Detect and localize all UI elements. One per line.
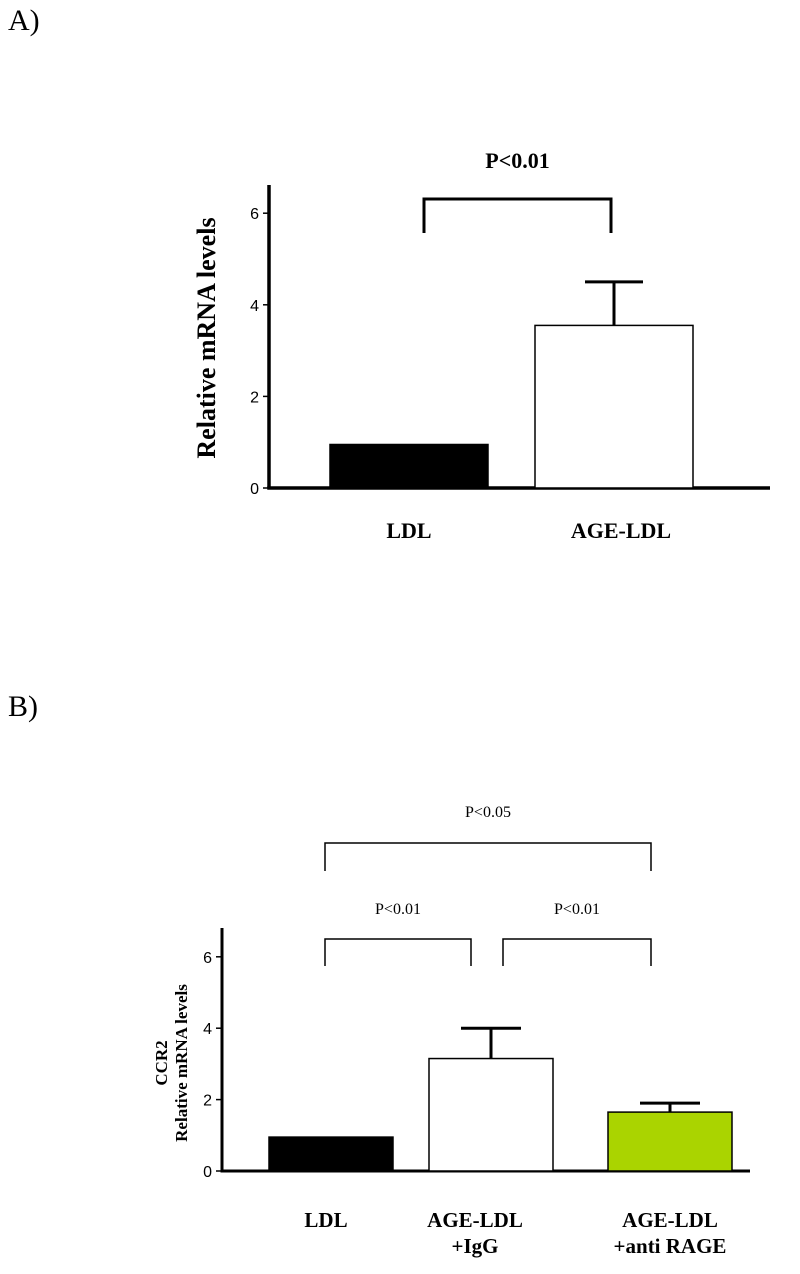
bar	[268, 1136, 394, 1172]
significance-bracket	[324, 842, 652, 871]
x-tick-label-line: AGE-LDL	[571, 518, 671, 543]
significance-label: P<0.01	[485, 148, 549, 173]
bar	[607, 1111, 733, 1172]
panel-label-b: B)	[8, 690, 38, 723]
significance-label: P<0.01	[554, 901, 600, 918]
significance-bracket	[502, 938, 652, 966]
y-axis-label: CCR2	[152, 1040, 171, 1085]
x-tick-label: AGE-LDL +anti RAGE	[614, 1208, 727, 1258]
y-tick-label: 2	[203, 1093, 212, 1110]
significance-label: P<0.05	[465, 804, 511, 821]
significance-bracket	[422, 197, 613, 233]
y-tick-label: 6	[203, 950, 212, 967]
panel-label-a: A)	[8, 4, 40, 37]
x-tick-label: LDL	[304, 1208, 347, 1232]
bar	[428, 1057, 554, 1172]
chart-panel-a: A) 0 2 4 6 LDL AGE-LDL Relative mRNA levels P<0…	[8, 4, 770, 543]
y-axis-label: Relative mRNA levels	[192, 217, 221, 458]
x-tick-label: AGE-LDL +IgG	[427, 1208, 523, 1258]
x-tick-label-line: +anti RAGE	[614, 1234, 727, 1258]
significance-label: P<0.01	[375, 901, 421, 918]
y-tick-label: 2	[250, 389, 259, 406]
x-tick-label-line: AGE-LDL	[622, 1208, 718, 1232]
y-tick-label: 6	[250, 206, 259, 223]
x-tick-label-line: AGE-LDL	[427, 1208, 523, 1232]
y-tick-label: 0	[203, 1164, 212, 1181]
x-tick-label-line: +IgG	[452, 1234, 499, 1258]
x-tick-label: AGE-LDL	[571, 518, 671, 543]
bar	[329, 443, 489, 489]
y-tick-label: 4	[250, 298, 259, 315]
x-tick-label: LDL	[386, 518, 431, 543]
x-tick-label-line: LDL	[386, 518, 431, 543]
y-tick-label: 4	[203, 1021, 212, 1038]
y-axis-label: Relative mRNA levels	[172, 984, 191, 1142]
y-tick-label: 0	[250, 481, 259, 498]
x-tick-label-line: LDL	[304, 1208, 347, 1232]
bar	[534, 324, 694, 489]
significance-bracket	[324, 938, 472, 966]
